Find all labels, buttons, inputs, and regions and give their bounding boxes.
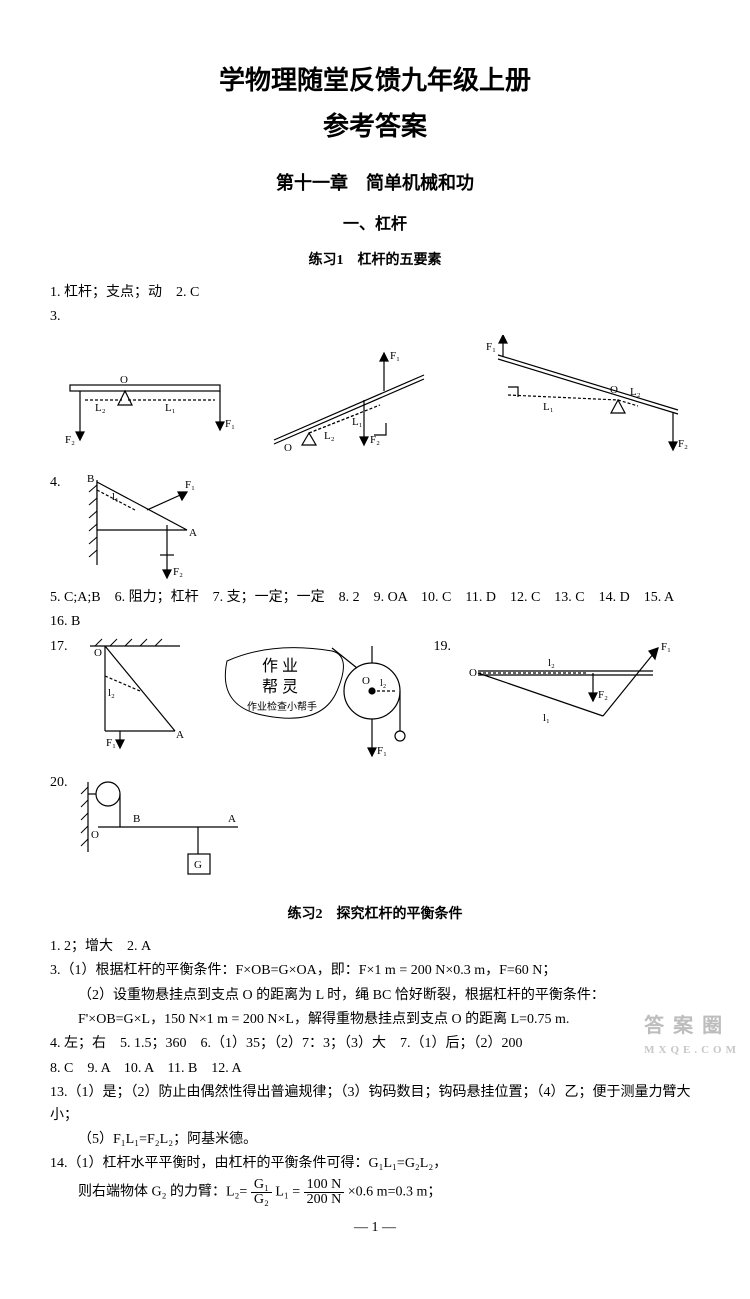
label-O: O <box>120 374 128 386</box>
svg-text:l₁: l₁ <box>543 712 550 724</box>
svg-text:O: O <box>469 667 477 679</box>
svg-text:A: A <box>189 527 197 539</box>
svg-text:F₁: F₁ <box>106 737 116 749</box>
svg-text:l₂: l₂ <box>380 678 386 689</box>
ex1-q5-15: 5. C;A;B 6. 阻力；杠杆 7. 支；一定；一定 8. 2 9. OA … <box>50 587 700 609</box>
svg-text:l₁: l₁ <box>112 491 119 503</box>
ex1-q16: 16. B <box>50 611 700 633</box>
svg-text:O: O <box>610 384 618 396</box>
chapter-heading: 第十一章 简单机械和功 <box>50 169 700 198</box>
svg-text:F₂: F₂ <box>678 438 688 450</box>
diagram-3-3: O F₁ F₂ L₂ L₁ <box>478 335 698 460</box>
ex2-l3b: （2）设重物悬挂点到支点 O 的距离为 L 时，绳 BC 恰好断裂，根据杠杆的平… <box>50 985 700 1007</box>
frac1-d: G₂ <box>251 1193 272 1207</box>
ex1-q19: 19. <box>434 636 452 658</box>
frac-100-200: 100 N 200 N <box>304 1178 345 1207</box>
section-heading: 一、杠杆 <box>50 212 700 238</box>
svg-text:L₁: L₁ <box>165 402 176 414</box>
svg-text:G: G <box>194 859 202 871</box>
svg-text:L₂: L₂ <box>95 402 106 414</box>
frac-G1G2: G₁ G₂ <box>251 1178 272 1207</box>
page-number: — 1 — <box>50 1217 700 1239</box>
svg-text:L₁: L₁ <box>352 416 363 428</box>
q3-diagrams-row: O F₁ F₂ L₁ L₂ O F₁ F₂ L₁ <box>50 335 700 460</box>
ex1-q3: 3. <box>50 306 700 328</box>
svg-text:F₁: F₁ <box>377 745 387 757</box>
l14b-prefix: 则右端物体 G₂ 的力臂：L₂= <box>78 1185 247 1200</box>
svg-text:F₁: F₁ <box>661 641 671 653</box>
svg-text:A: A <box>228 813 236 825</box>
svg-text:F₂: F₂ <box>173 566 183 578</box>
svg-text:L₁: L₁ <box>543 401 554 413</box>
ex2-l3a: 3.（1）根据杠杆的平衡条件：F×OB=G×OA，即：F×1 m = 200 N… <box>50 960 700 982</box>
svg-text:F₂: F₂ <box>370 434 380 446</box>
svg-text:B: B <box>87 473 94 485</box>
q17-q19-row: 17. O A l₂ F₁ 作 业 帮 灵 作业检查小帮手 <box>50 636 700 766</box>
ex1-q17: 17. <box>50 636 68 658</box>
svg-text:O: O <box>284 442 292 454</box>
page-title-2: 参考答案 <box>50 106 700 148</box>
ex2-l1: 1. 2；增大 2. A <box>50 936 700 958</box>
frac1-n: G₁ <box>251 1178 272 1193</box>
svg-text:F₂: F₂ <box>598 689 608 701</box>
svg-text:B: B <box>133 813 140 825</box>
svg-text:F₁: F₁ <box>486 341 496 353</box>
ex1-q4: 4. <box>50 472 67 494</box>
ex2-l3c: F'×OB=G×L，150 N×1 m = 200 N×L，解得重物悬挂点到支点… <box>50 1009 700 1031</box>
diagram-3-2: O F₁ F₂ L₁ L₂ <box>254 345 464 460</box>
frac2-d: 200 N <box>304 1193 345 1207</box>
ex2-l8: 8. C 9. A 10. A 11. B 12. A <box>50 1058 700 1080</box>
svg-text:l₂: l₂ <box>108 687 115 699</box>
l14b-suffix: ×0.6 m=0.3 m； <box>348 1185 442 1200</box>
exercise1-heading: 练习1 杠杆的五要素 <box>50 250 700 272</box>
ex2-l14a: 14.（1）杠杆水平平衡时，由杠杆的平衡条件可得：G₁L₁=G₂L₂， <box>50 1153 700 1175</box>
frac2-n: 100 N <box>304 1178 345 1193</box>
svg-text:F₁: F₁ <box>390 350 400 362</box>
svg-text:l₂: l₂ <box>548 657 555 669</box>
svg-text:作 业: 作 业 <box>262 657 298 675</box>
ex2-l13b: （5）F₁L₁=F₂L₂；阿基米德。 <box>50 1129 700 1151</box>
diagram-19: O F₁ F₂ l₂ l₁ <box>463 636 673 746</box>
svg-text:A: A <box>176 729 184 741</box>
svg-text:作业检查小帮手: 作业检查小帮手 <box>247 700 317 713</box>
diagram-3-1: O F₁ F₂ L₁ L₂ <box>50 365 240 460</box>
ex2-l14b: 则右端物体 G₂ 的力臂：L₂= G₁ G₂ L₁ = 100 N 200 N … <box>50 1178 700 1207</box>
svg-text:O: O <box>91 829 99 841</box>
l14b-mid: L₁ = <box>275 1185 300 1200</box>
svg-text:O: O <box>94 647 102 659</box>
ex2-l13a: 13.（1）是；（2）防止由偶然性得出普遍规律；（3）钩码数目；钩码悬挂位置；（… <box>50 1082 700 1127</box>
svg-text:F₁: F₁ <box>225 418 235 430</box>
svg-text:L₂: L₂ <box>324 430 335 442</box>
diagram-17: O A l₂ F₁ <box>80 636 200 756</box>
page-title-1: 学物理随堂反馈九年级上册 <box>50 60 700 102</box>
diagram-4: B A F₁ l₁ F₂ <box>77 470 247 585</box>
diagram-20: O B A G <box>78 772 278 892</box>
ex2-l4: 4. 左；右 5. 1.5；360 6.（1）35；（2）7：3；（3）大 7.… <box>50 1033 700 1055</box>
svg-text:F₁: F₁ <box>185 479 195 491</box>
ex1-q1q2: 1. 杠杆；支点；动 2. C <box>50 282 700 304</box>
svg-text:L₂: L₂ <box>630 386 641 398</box>
diagram-18-stamp: 作 业 帮 灵 作业检查小帮手 F₁ O l₂ <box>212 636 422 766</box>
svg-text:帮 灵: 帮 灵 <box>262 678 298 696</box>
svg-text:F₂: F₂ <box>65 434 75 446</box>
svg-text:O: O <box>362 675 370 687</box>
exercise2-heading: 练习2 探究杠杆的平衡条件 <box>50 904 700 926</box>
ex1-q20: 20. <box>50 772 68 794</box>
